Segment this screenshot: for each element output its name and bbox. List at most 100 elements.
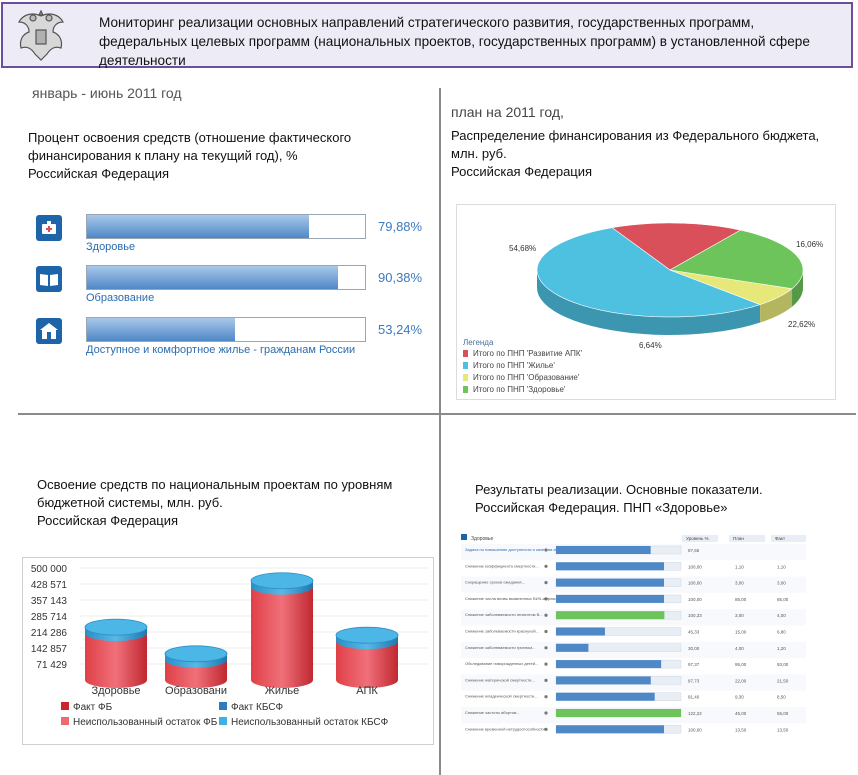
row-name[interactable]: Снижение заболеваемости краснухой... xyxy=(465,629,539,634)
row-name[interactable]: Снижение коэффициента смертности... xyxy=(465,563,539,568)
row-pct: 122,22 xyxy=(688,711,702,716)
row-fact: 85,00 xyxy=(777,597,789,602)
y-tick-label: 428 571 xyxy=(31,580,68,591)
pie-slice[interactable] xyxy=(536,227,762,318)
trend-icon xyxy=(544,629,548,634)
pie-chart: 16,06% 54,68% 6,64% 22,62% xyxy=(509,222,823,350)
trend-icon xyxy=(544,646,548,650)
q1-title: Процент освоения средств (отношение факт… xyxy=(28,130,352,181)
col-header-bg xyxy=(729,535,765,542)
pie-value-label: 16,06% xyxy=(796,240,823,249)
row-name[interactable]: Задача по повышению доступности и качест… xyxy=(465,547,594,552)
trend-icon xyxy=(544,581,548,585)
row-pct: 100,33 xyxy=(688,613,702,618)
progress-label[interactable]: Здоровье xyxy=(86,241,136,253)
row-pct: 100,00 xyxy=(688,597,702,602)
legend-swatch xyxy=(463,386,468,393)
progress-label[interactable]: Доступное и комфортное жилье - гражданам… xyxy=(86,344,356,356)
plan-label: план на 2011 год, xyxy=(451,104,564,120)
row-pct: 91,40 xyxy=(688,695,700,700)
row-name[interactable]: Снижение заболеваемости гриппом... xyxy=(465,645,535,650)
row-name[interactable]: Снижение числа вновь выявленных ВИЧ-инфе… xyxy=(465,596,564,601)
row-pct: 87,73 xyxy=(688,678,700,683)
row-bar-fill xyxy=(556,546,651,554)
row-name[interactable]: Снижение заболеваемости гепатитом В... xyxy=(465,612,543,617)
y-tick-label: 500 000 xyxy=(31,564,68,575)
trend-icon xyxy=(544,548,548,552)
cylinder-body[interactable] xyxy=(251,580,313,688)
legend-item[interactable]: Итого по ПНП 'Образование' xyxy=(463,373,579,382)
row-name[interactable]: Сокращение сроков ожидания... xyxy=(465,580,525,585)
trend-icon xyxy=(544,597,548,601)
pie-value-label: 6,64% xyxy=(639,341,662,350)
cylinder-chart-panel: 71 429 142 857 214 286 285 714 357 143 428 57… xyxy=(22,557,434,745)
q2-title: Распределение финансирования из Федераль… xyxy=(451,128,820,179)
trend-icon xyxy=(544,727,548,731)
row-bar-fill xyxy=(556,578,664,587)
y-tick-label: 357 143 xyxy=(31,596,68,607)
cylinder-body[interactable] xyxy=(336,635,398,688)
pie-slice[interactable] xyxy=(669,229,804,290)
pie-slice-side xyxy=(537,269,761,335)
trend-icon xyxy=(544,662,548,666)
row-pct: 100,00 xyxy=(688,727,702,732)
y-tick-label: 214 286 xyxy=(31,628,68,639)
progress-fill xyxy=(87,318,235,341)
pie-chart-panel: 16,06% 54,68% 6,64% 22,62% xyxy=(456,204,836,400)
col-header: Факт xyxy=(775,536,785,541)
row-plan: 22,00 xyxy=(735,678,747,683)
row-plan: 3,00 xyxy=(735,613,744,618)
y-tick-label: 285 714 xyxy=(31,612,68,623)
row-name[interactable]: Снижение младенческой смертности... xyxy=(465,694,538,699)
row-bar-fill xyxy=(556,594,664,603)
x-tick-label: Образовани xyxy=(165,685,227,697)
cylinder-top xyxy=(164,645,228,663)
legend-item[interactable]: Итого по ПНП 'Жилье' xyxy=(463,361,555,370)
medical-icon xyxy=(36,215,62,241)
legend-swatch xyxy=(463,374,468,381)
y-tick-label: 142 857 xyxy=(31,644,68,655)
row-fact: 93,00 xyxy=(777,662,789,667)
progress-fill xyxy=(87,215,310,238)
progress-fill xyxy=(87,266,339,289)
pie-slice-side xyxy=(792,269,803,307)
legend-swatch xyxy=(463,350,468,357)
legend-label[interactable]: Факт КБСФ xyxy=(231,702,284,713)
legend-label[interactable]: Неиспользованный остаток ФБ xyxy=(73,717,218,728)
pie-slice[interactable] xyxy=(611,222,742,271)
row-plan: 9,30 xyxy=(735,695,744,700)
row-bar-fill xyxy=(556,562,664,571)
page-header: Мониторинг реализации основных направлен… xyxy=(1,2,853,68)
row-plan: 13,50 xyxy=(735,727,747,732)
legend-label[interactable]: Факт ФБ xyxy=(73,702,113,713)
progress-row-zhilye[interactable]: 53,24% Доступное и комфортное жилье - гр… xyxy=(34,316,434,364)
progress-track xyxy=(86,317,366,342)
legend-label[interactable]: Неиспользованный остаток КБСФ xyxy=(231,717,389,728)
cylinder-body[interactable] xyxy=(85,627,147,688)
progress-row-zdorovye[interactable]: 79,88% Здоровье xyxy=(34,213,434,261)
row-name[interactable]: Снижение материнской смертности... xyxy=(465,677,535,682)
legend-swatch xyxy=(61,702,69,710)
house-icon xyxy=(36,318,62,344)
row-plan: 15,00 xyxy=(735,630,747,635)
row-pct: 30,00 xyxy=(688,646,700,651)
x-tick-label: Здоровье xyxy=(91,685,140,697)
row-name[interactable]: Снижение временной нетрудоспособности... xyxy=(465,726,548,731)
row-plan: 45,00 xyxy=(735,711,747,716)
row-bar-fill xyxy=(556,709,681,717)
progress-label[interactable]: Образование xyxy=(86,292,155,304)
legend-item[interactable]: Итого по ПНП 'Развитие АПК' xyxy=(463,349,582,358)
page-title: Мониторинг реализации основных направлен… xyxy=(99,15,810,68)
legend-swatch xyxy=(219,702,227,710)
horizontal-divider xyxy=(18,413,856,415)
pie-slice[interactable] xyxy=(669,269,793,305)
row-name[interactable]: Снижение частоты абортов... xyxy=(465,710,519,715)
row-plan: 85,00 xyxy=(735,597,747,602)
row-name[interactable]: Обследование новорожденных детей... xyxy=(465,661,538,666)
pie-value-label: 22,62% xyxy=(788,320,815,329)
legend-item[interactable]: Итого по ПНП 'Здоровье' xyxy=(463,385,565,394)
row-plan: 95,00 xyxy=(735,662,747,667)
row-plan: 1,10 xyxy=(735,564,744,569)
progress-row-obrazovanie[interactable]: 90,38% Образование xyxy=(34,264,434,312)
progress-track xyxy=(86,214,366,239)
